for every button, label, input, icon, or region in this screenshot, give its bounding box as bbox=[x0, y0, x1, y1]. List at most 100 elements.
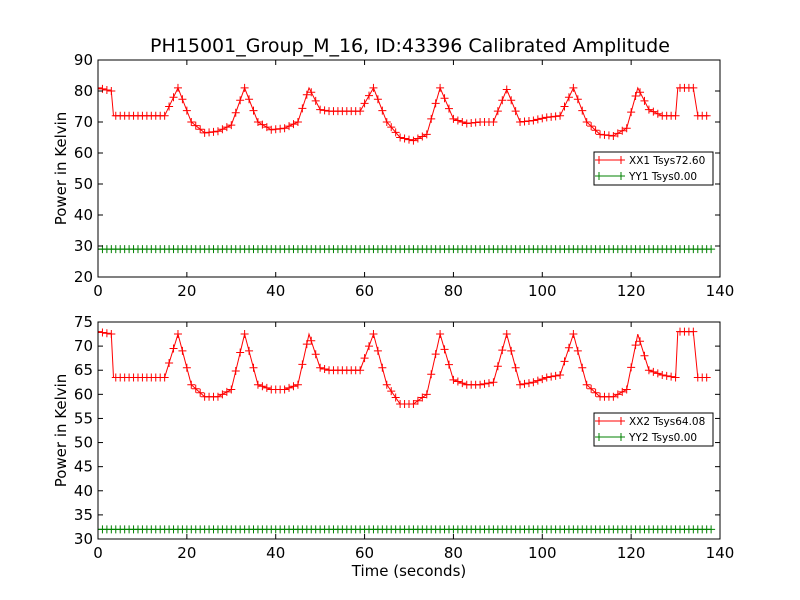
y-tick-label: 45 bbox=[74, 458, 93, 476]
data-point bbox=[245, 95, 254, 104]
data-point bbox=[396, 133, 405, 142]
data-point bbox=[564, 343, 573, 352]
data-point bbox=[307, 336, 316, 345]
legend-label: YY1 Tsys0.00 bbox=[628, 171, 697, 183]
data-point bbox=[205, 128, 214, 137]
x-tick-label: 80 bbox=[444, 282, 463, 300]
data-point bbox=[107, 330, 116, 339]
data-point bbox=[249, 363, 258, 372]
data-point bbox=[569, 330, 578, 339]
x-tick-label: 140 bbox=[706, 282, 735, 300]
data-point bbox=[271, 125, 280, 134]
data-point bbox=[538, 375, 547, 384]
legend-box bbox=[593, 151, 714, 186]
data-point bbox=[160, 111, 169, 120]
data-point bbox=[627, 363, 636, 372]
legend-swatch-marker bbox=[595, 172, 603, 180]
data-point bbox=[671, 111, 680, 120]
data-point bbox=[182, 363, 191, 372]
legend-swatch-marker bbox=[595, 156, 603, 164]
data-point bbox=[631, 341, 640, 350]
data-point bbox=[520, 117, 529, 126]
data-point bbox=[249, 106, 258, 115]
data-point bbox=[444, 360, 453, 369]
data-point bbox=[187, 380, 196, 389]
data-point bbox=[538, 114, 547, 123]
data-point bbox=[285, 122, 294, 131]
y-tick-label: 40 bbox=[74, 206, 93, 224]
data-point bbox=[707, 245, 716, 254]
data-point bbox=[578, 106, 587, 115]
legend-swatch-marker bbox=[617, 156, 625, 164]
data-point bbox=[516, 118, 525, 126]
data-point bbox=[636, 337, 645, 346]
x-tick-label: 140 bbox=[706, 544, 735, 562]
x-tick-label: 60 bbox=[355, 282, 374, 300]
data-point bbox=[276, 124, 285, 133]
series-group bbox=[98, 327, 716, 534]
data-point bbox=[662, 371, 671, 380]
data-point bbox=[356, 366, 365, 375]
y-tick-label: 60 bbox=[74, 144, 93, 162]
data-point bbox=[165, 102, 174, 111]
data-point bbox=[547, 112, 556, 121]
legend-swatch-marker bbox=[617, 433, 625, 441]
data-point bbox=[280, 124, 289, 133]
data-point bbox=[613, 129, 622, 138]
data-point bbox=[298, 360, 307, 369]
data-point bbox=[640, 96, 649, 105]
data-point bbox=[178, 95, 187, 104]
data-point bbox=[582, 380, 591, 389]
data-point bbox=[427, 370, 436, 379]
data-point bbox=[502, 85, 511, 94]
data-point bbox=[262, 123, 271, 132]
data-point bbox=[524, 116, 533, 125]
data-point bbox=[498, 96, 507, 105]
x-tick-label: 20 bbox=[177, 544, 196, 562]
data-point bbox=[564, 93, 573, 102]
x-tick-label: 100 bbox=[528, 282, 557, 300]
y-tick-label: 30 bbox=[74, 530, 93, 548]
data-point bbox=[551, 371, 560, 380]
data-point bbox=[169, 344, 178, 353]
data-point bbox=[293, 380, 302, 389]
data-point bbox=[258, 120, 267, 129]
data-point bbox=[702, 373, 711, 382]
data-point bbox=[191, 121, 200, 130]
data-point bbox=[573, 95, 582, 104]
data-point bbox=[498, 346, 507, 355]
data-point bbox=[373, 95, 382, 104]
data-point bbox=[636, 88, 645, 97]
data-point bbox=[160, 373, 169, 382]
y-tick-label: 20 bbox=[74, 268, 93, 286]
data-point bbox=[196, 388, 205, 397]
data-point bbox=[542, 113, 551, 122]
plot-panels: 0 20 40 60 80 100 120 1402030405060708090Power … bbox=[52, 51, 734, 580]
legend-box bbox=[593, 412, 714, 447]
data-point bbox=[316, 363, 325, 372]
legend-label: XX1 Tsys72.60 bbox=[629, 155, 705, 167]
data-point bbox=[618, 126, 627, 135]
x-tick-label: 0 bbox=[93, 544, 103, 562]
data-point bbox=[507, 346, 516, 355]
data-point bbox=[227, 385, 236, 394]
data-point bbox=[302, 90, 311, 99]
data-point bbox=[533, 376, 542, 385]
data-point bbox=[418, 132, 427, 141]
data-point bbox=[373, 346, 382, 355]
data-point bbox=[493, 362, 502, 371]
data-point bbox=[604, 131, 613, 140]
data-point bbox=[320, 365, 329, 374]
data-point bbox=[547, 372, 556, 381]
data-point bbox=[458, 118, 467, 126]
data-point bbox=[649, 367, 658, 376]
data-point bbox=[556, 371, 565, 380]
data-point bbox=[387, 387, 396, 396]
legend: XX2 Tsys64.08 YY2 Tsys0.00 bbox=[593, 412, 714, 447]
data-point bbox=[511, 107, 520, 116]
data-point bbox=[191, 384, 200, 393]
data-point bbox=[431, 99, 440, 108]
data-point bbox=[302, 340, 311, 349]
data-point bbox=[618, 387, 627, 396]
legend-swatch-marker bbox=[595, 433, 603, 441]
